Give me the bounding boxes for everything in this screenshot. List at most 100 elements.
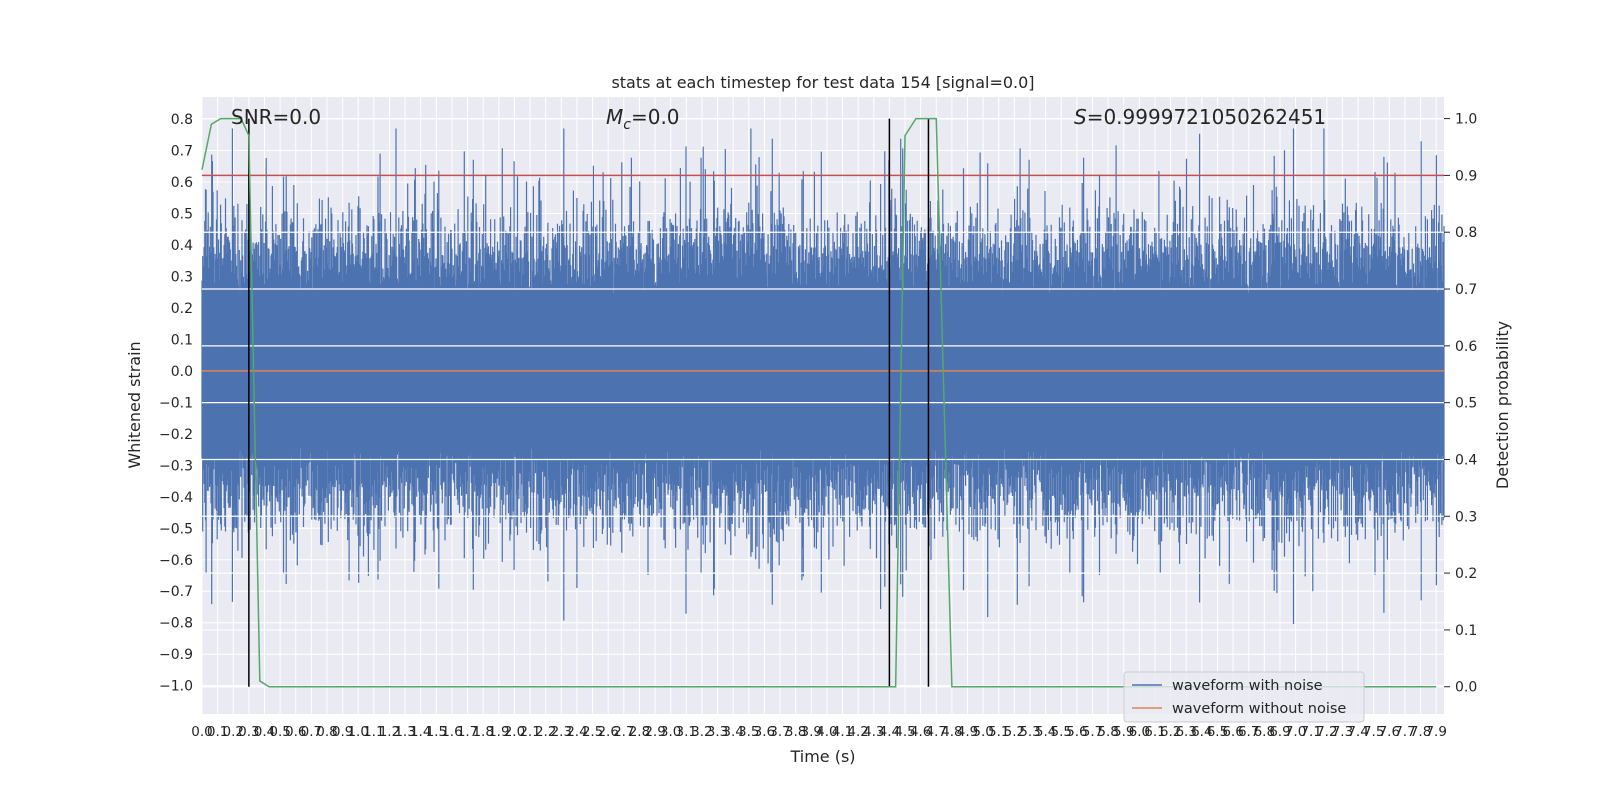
x-tick-label: 3.1 [676,724,697,740]
right-tick-label: 0.3 [1455,509,1477,525]
x-tick-label: 1.9 [488,724,509,740]
chart-title: stats at each timestep for test data 154… [611,73,1034,92]
x-tick-label: 4.7 [926,724,947,740]
y-tick-label: −0.5 [159,521,193,537]
x-tick-label: 1.7 [457,724,478,740]
y-tick-label: −1.0 [159,679,193,695]
y-tick-label: −0.8 [159,616,193,632]
legend-label-waveform-without-noise: waveform without noise [1172,701,1346,717]
x-tick-label: 5.9 [1113,724,1134,740]
x-tick-label: 6.3 [1175,724,1196,740]
x-tick-label: 1.4 [410,724,431,740]
x-tick-label: 2.1 [519,724,540,740]
x-tick-label: 0.0 [191,724,212,740]
x-tick-label: 0.7 [301,724,322,740]
x-tick-label: 7.1 [1300,724,1321,740]
x-tick-label: 2.2 [535,724,556,740]
legend: waveform with noise waveform without noi… [1123,671,1365,723]
x-tick-label: 6.1 [1144,724,1165,740]
right-tick-label: 0.8 [1455,225,1477,241]
s-value: =0.9999721050262451 [1087,105,1326,129]
s-symbol: S [1074,105,1087,129]
x-tick-label: 5.5 [1051,724,1072,740]
y-tick-label: −0.2 [159,427,193,443]
x-tick-label: 1.6 [441,724,462,740]
x-tick-label: 2.6 [597,724,618,740]
mc-symbol: M [606,105,623,129]
x-tick-label: 3.8 [785,724,806,740]
x-axis-ticks: 0.00.10.20.30.40.50.60.70.80.91.01.11.21… [191,724,1447,740]
y-tick-label: −0.1 [159,395,193,411]
x-tick-label: 5.3 [1019,724,1040,740]
x-tick-label: 5.1 [988,724,1009,740]
x-tick-label: 3.3 [707,724,728,740]
y-tick-label: −0.9 [159,647,193,663]
right-tick-label: 0.0 [1455,680,1477,696]
right-tick-label: 0.9 [1455,168,1477,184]
x-tick-label: 4.8 [941,724,962,740]
x-tick-label: 0.2 [223,724,244,740]
right-tick-label: 0.1 [1455,623,1477,639]
x-tick-label: 5.2 [1004,724,1025,740]
x-tick-label: 3.7 [769,724,790,740]
x-tick-label: 7.6 [1379,724,1400,740]
x-tick-label: 2.0 [504,724,525,740]
series-lines [201,117,1444,688]
x-tick-label: 2.4 [566,724,587,740]
x-tick-label: 3.5 [738,724,759,740]
x-tick-label: 0.9 [332,724,353,740]
x-tick-label: 3.2 [691,724,712,740]
y-tick-label: 0.5 [171,206,193,222]
x-tick-label: 4.0 [816,724,837,740]
mc-value: =0.0 [631,105,680,129]
x-tick-label: 7.2 [1316,724,1337,740]
x-tick-label: 4.9 [957,724,978,740]
x-tick-label: 0.8 [316,724,337,740]
x-tick-label: 6.2 [1160,724,1181,740]
x-tick-label: 1.3 [394,724,415,740]
x-tick-label: 7.9 [1425,724,1446,740]
mc-subscript: c [623,117,631,133]
y-tick-label: 0.4 [171,238,193,254]
x-tick-label: 6.4 [1191,724,1212,740]
legend-box [1123,671,1365,723]
x-tick-label: 5.7 [1082,724,1103,740]
right-axis-ticks: 1.0 0.9 0.8 0.7 0.6 0.5 0.4 0.3 0.2 0.1 0.0 [1444,112,1477,696]
x-tick-label: 0.1 [207,724,228,740]
x-tick-label: 0.6 [285,724,306,740]
x-tick-label: 2.5 [582,724,603,740]
y-tick-label: −0.4 [159,490,193,506]
s-annotation: S=0.9999721050262451 [1074,105,1326,129]
x-tick-label: 7.7 [1394,724,1415,740]
x-tick-label: 5.4 [1035,724,1056,740]
y-tick-label: 0.6 [171,175,193,191]
noise-waveform-path [201,128,1445,624]
x-tick-label: 7.3 [1332,724,1353,740]
x-tick-label: 4.5 [894,724,915,740]
right-axis-label: Detection probability [1493,321,1512,489]
x-tick-label: 2.3 [551,724,572,740]
x-tick-label: 6.5 [1207,724,1228,740]
y-tick-label: 0.8 [171,112,193,128]
x-tick-label: 4.4 [879,724,900,740]
x-tick-label: 3.9 [801,724,822,740]
mc-annotation: Mc=0.0 [606,105,680,133]
x-tick-label: 1.1 [363,724,384,740]
x-tick-label: 6.6 [1222,724,1243,740]
x-tick-label: 4.1 [832,724,853,740]
x-tick-label: 0.4 [254,724,275,740]
x-tick-label: 1.5 [426,724,447,740]
x-tick-label: 1.2 [379,724,400,740]
right-tick-label: 0.6 [1455,339,1477,355]
x-tick-label: 4.3 [863,724,884,740]
x-tick-label: 2.8 [629,724,650,740]
x-tick-label: 5.0 [972,724,993,740]
y-tick-label: 0.2 [171,301,193,317]
y-tick-label: 0.7 [171,144,193,160]
snr-annotation: SNR=0.0 [231,105,321,129]
x-tick-label: 5.8 [1097,724,1118,740]
y-tick-label: −0.7 [159,584,193,600]
x-tick-label: 6.0 [1129,724,1150,740]
x-tick-label: 0.5 [269,724,290,740]
